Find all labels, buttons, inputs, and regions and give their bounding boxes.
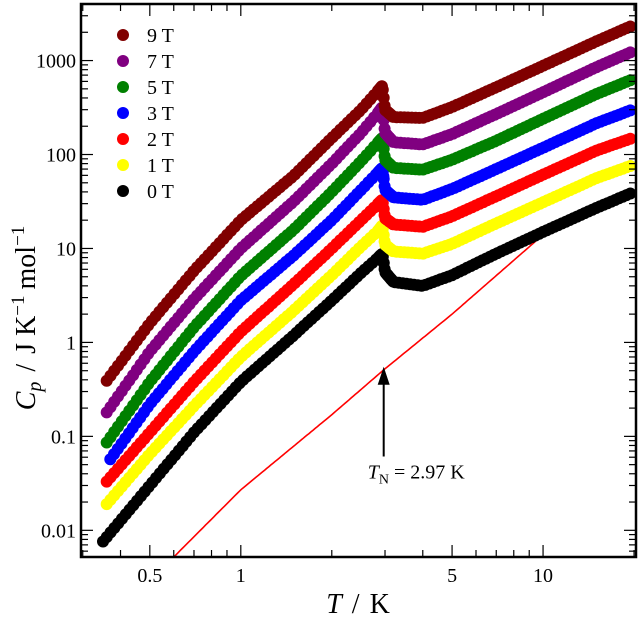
y-tick-label: 0.1 — [51, 426, 76, 448]
legend-marker — [117, 107, 129, 119]
x-axis-unit: K — [370, 589, 390, 620]
x-tick-label: 0.5 — [137, 565, 162, 587]
x-tick-labels: 0.5 1 5 10 — [137, 565, 553, 587]
legend-label: 3 T — [147, 103, 174, 125]
series-5t — [100, 74, 636, 449]
x-tick-label: 5 — [447, 565, 457, 587]
data-point — [624, 132, 636, 145]
y-axis-symbol: C — [11, 391, 42, 410]
legend-marker — [117, 159, 129, 171]
data-point — [624, 104, 636, 117]
y-axis-subscript: p — [24, 382, 46, 394]
series-1t — [100, 160, 636, 511]
legend-label: 0 T — [147, 181, 174, 203]
y-axis-unit-j: J K — [11, 316, 42, 354]
legend-label: 1 T — [147, 155, 174, 177]
legend-marker — [117, 55, 129, 67]
tn-annotation: TN = 2.97 K — [368, 366, 466, 488]
series-3t — [104, 104, 636, 466]
tn-label: TN = 2.97 K — [368, 462, 466, 488]
x-tick-label: 1 — [236, 565, 246, 587]
legend-marker — [117, 185, 129, 197]
legend-label: 2 T — [147, 129, 174, 151]
legend-label: 9 T — [147, 25, 174, 47]
tn-value: = 2.97 K — [389, 462, 465, 484]
y-axis-sep: / — [11, 364, 42, 372]
series-2t — [100, 132, 636, 488]
x-axis-symbol: T — [326, 589, 344, 620]
y-tick-label: 10 — [56, 238, 76, 260]
legend-item: 5 T — [117, 77, 174, 99]
data-point — [624, 74, 636, 87]
y-tick-label: 1000 — [36, 51, 76, 73]
x-axis-sep: / — [352, 589, 360, 620]
legend: 9 T 7 T 5 T 3 T 2 T 1 T 0 T — [117, 25, 174, 203]
y-tick-labels: 0.01 0.1 1 10 100 1000 — [36, 51, 76, 543]
legend-item: 1 T — [117, 155, 174, 177]
series-layer — [97, 20, 636, 548]
y-axis-sup1: −1 — [8, 295, 29, 315]
y-axis-unit-mol: mol — [11, 246, 42, 290]
y-tick-label: 100 — [46, 145, 76, 167]
legend-marker — [117, 133, 129, 145]
tn-symbol: T — [368, 462, 381, 484]
tn-arrow-head — [377, 366, 390, 385]
data-point — [624, 187, 636, 200]
data-point — [624, 160, 636, 172]
data-point — [624, 20, 636, 33]
tick-layer — [81, 3, 636, 557]
legend-item: 3 T — [117, 103, 174, 125]
legend-item: 9 T — [117, 25, 174, 47]
plot-frame — [79, 2, 638, 559]
legend-item: 2 T — [117, 129, 174, 151]
legend-marker — [117, 29, 129, 41]
series-9t — [100, 20, 636, 387]
y-axis-sup2: −1 — [8, 226, 29, 246]
y-tick-label: 1 — [66, 332, 76, 354]
legend-label: 7 T — [147, 51, 174, 73]
y-axis-title: Cp/J K−1mol−1 — [8, 226, 46, 411]
data-point — [624, 46, 636, 59]
legend-marker — [117, 81, 129, 93]
legend-item: 7 T — [117, 51, 174, 73]
legend-label: 5 T — [147, 77, 174, 99]
legend-item: 0 T — [117, 181, 174, 203]
x-axis-title: T / K — [326, 589, 390, 620]
x-tick-label: 10 — [533, 565, 553, 587]
tn-subscript: N — [379, 473, 389, 488]
y-tick-label: 0.01 — [41, 520, 76, 542]
series-0t — [97, 187, 636, 548]
